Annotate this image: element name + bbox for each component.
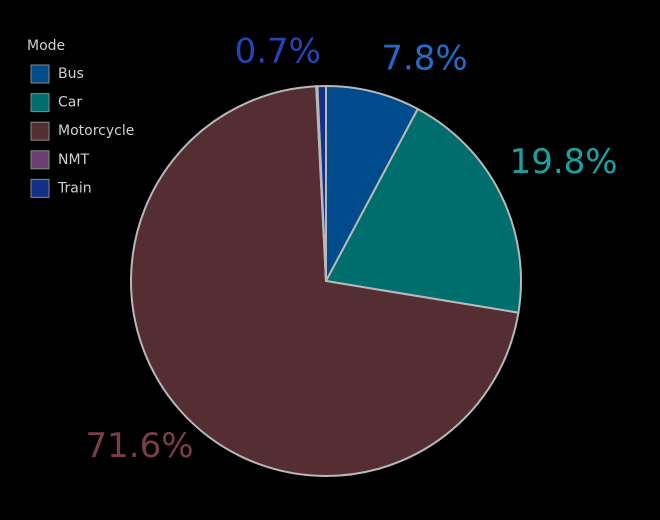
data-label: 0.7% <box>235 32 321 72</box>
pie-slice <box>130 85 520 477</box>
legend-swatch <box>30 64 50 84</box>
legend-swatch <box>30 93 50 113</box>
legend-label: Motorcycle <box>58 123 134 139</box>
data-label: 19.8% <box>510 142 618 182</box>
pie-slice <box>316 84 327 282</box>
data-label: 7.8% <box>381 38 467 78</box>
pie-slice <box>324 107 522 314</box>
legend-title: Mode <box>27 38 65 54</box>
legend-label: Bus <box>58 66 84 82</box>
pie-slice <box>325 84 420 282</box>
legend-label: Train <box>57 180 92 196</box>
legend-label: NMT <box>58 152 90 168</box>
legend-label: Car <box>58 95 82 111</box>
data-label: 71.6% <box>86 426 194 466</box>
legend-swatch <box>30 150 50 170</box>
legend-swatch <box>30 121 50 141</box>
legend-swatch <box>30 178 50 198</box>
